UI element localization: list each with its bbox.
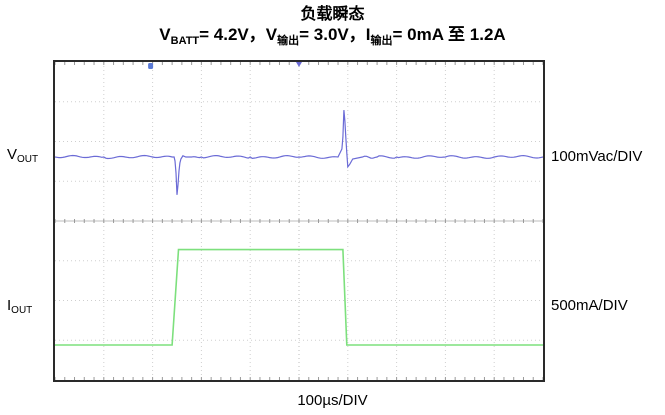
subtitle-batt-value: = 4.2V，V (199, 25, 278, 44)
iout-trace (55, 248, 543, 346)
vout-trace (55, 110, 543, 195)
subtitle-batt-sub: BATT (170, 35, 200, 47)
vout-scale-label: 100mVac/DIV (551, 148, 643, 165)
vout-channel-label: VOUT (7, 146, 38, 169)
subtitle-iout-value: = 0mA 至 1.2A (392, 25, 506, 44)
subtitle-vout-sub: 输出 (277, 35, 300, 47)
iout-channel-label: IOUT (7, 297, 32, 320)
chart-title: 负载瞬态 (300, 6, 365, 23)
iout-label-sub: OUT (11, 305, 33, 316)
x-scale-label: 100µs/DIV (297, 392, 368, 409)
chart-subtitle: VBATT= 4.2V，V输出= 3.0V，I输出= 0mA 至 1.2A (0, 26, 665, 50)
subtitle-iout-sub: 输出 (370, 35, 393, 47)
vout-label-sub: OUT (17, 154, 39, 165)
trigger-marker (296, 62, 302, 67)
subtitle-v: V (159, 25, 171, 44)
iout-scale-label: 500mA/DIV (551, 297, 628, 314)
subtitle-vout-value: = 3.0V，I (299, 25, 371, 44)
iout-label-main: I (7, 297, 12, 314)
vout-label-main: V (7, 146, 18, 163)
oscilloscope-screen (53, 60, 545, 382)
channel-marker (148, 63, 154, 69)
waveform-plot (55, 62, 543, 380)
